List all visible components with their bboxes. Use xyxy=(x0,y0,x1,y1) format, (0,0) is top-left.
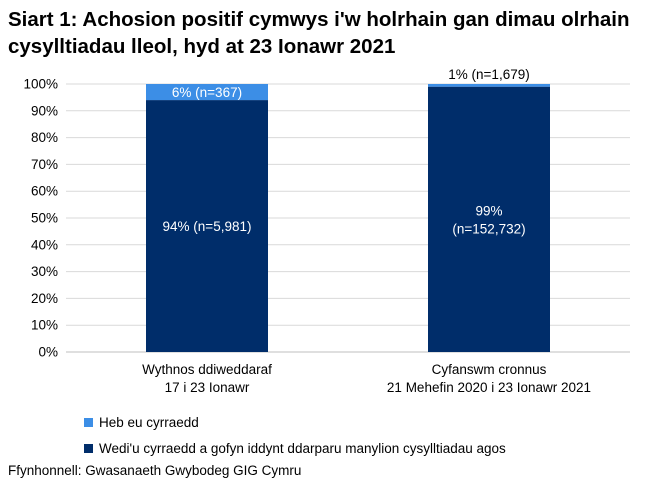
stacked-bar-chart: 0% 10% 20% 30% 40% 50% 60% 70% 80% 90% 100% 94% (n=… xyxy=(23,67,630,395)
data-label-reached: 94% (n=5,981) xyxy=(163,219,252,234)
legend-swatch-not-reached xyxy=(84,417,93,427)
data-label-not-reached: 6% (n=367) xyxy=(172,85,242,100)
legend-swatch-reached xyxy=(84,443,93,453)
y-tick-label: 60% xyxy=(31,184,58,199)
y-tick-label: 80% xyxy=(31,130,58,145)
legend-label-not-reached: Heb eu cyrraedd xyxy=(99,414,199,430)
bar-not-reached xyxy=(146,84,268,101)
source-note: Ffynhonnell: Gwasanaeth Gwybodeg GIG Cym… xyxy=(8,463,302,478)
legend-item-not-reached: Heb eu cyrraedd xyxy=(84,412,506,432)
y-tick-label: 40% xyxy=(31,237,58,252)
y-tick-label: 100% xyxy=(23,77,58,92)
bar-not-reached xyxy=(428,84,550,87)
chart-title: Siart 1: Achosion positif cymwys i'w hol… xyxy=(8,8,630,58)
data-label-not-reached: 1% (n=1,679) xyxy=(448,67,529,82)
x-category-label: 21 Mehefin 2020 i 23 Ionawr 2021 xyxy=(387,380,591,395)
y-tick-label: 20% xyxy=(31,291,58,306)
legend-label-reached: Wedi'u cyrraedd a gofyn iddynt ddarparu … xyxy=(99,440,506,456)
y-tick-label: 90% xyxy=(31,103,58,118)
x-category-label: Cyfanswm cronnus xyxy=(432,362,547,377)
legend-item-reached: Wedi'u cyrraedd a gofyn iddynt ddarparu … xyxy=(84,438,506,458)
y-tick-label: 70% xyxy=(31,157,58,172)
x-category-label: 17 i 23 Ionawr xyxy=(165,380,250,395)
y-tick-label: 0% xyxy=(38,345,58,360)
x-category-label: Wythnos ddiweddaraf xyxy=(142,362,272,377)
y-tick-label: 30% xyxy=(31,264,58,279)
data-label-reached: (n=152,732) xyxy=(452,221,525,236)
bar-reached xyxy=(428,86,550,353)
y-tick-label: 10% xyxy=(31,318,58,333)
data-label-reached: 99% xyxy=(475,203,502,218)
bar-reached xyxy=(146,100,268,352)
legend: Heb eu cyrraedd Wedi'u cyrraedd a gofyn … xyxy=(84,412,506,464)
y-tick-label: 50% xyxy=(31,211,58,226)
